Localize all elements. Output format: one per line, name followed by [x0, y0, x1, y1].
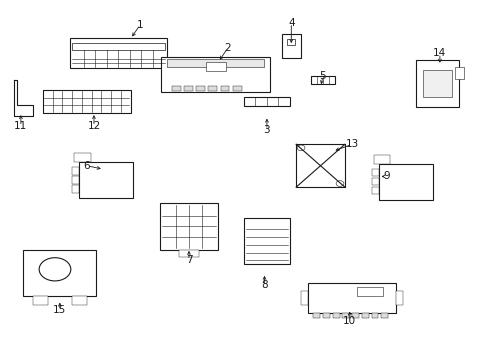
Bar — [43, 90, 130, 113]
Text: 9: 9 — [383, 171, 390, 181]
Bar — [374, 155, 390, 164]
Bar — [372, 169, 379, 176]
Bar — [184, 86, 193, 91]
FancyBboxPatch shape — [70, 38, 167, 68]
Bar — [179, 249, 199, 257]
Bar — [244, 217, 290, 264]
Text: 1: 1 — [137, 19, 144, 30]
Bar — [233, 86, 242, 91]
Bar — [160, 203, 218, 249]
Text: 12: 12 — [87, 121, 100, 131]
Bar — [352, 313, 359, 319]
Bar — [244, 97, 290, 106]
Bar — [206, 62, 225, 71]
Bar — [33, 296, 48, 305]
Bar — [208, 86, 217, 91]
Text: 14: 14 — [433, 48, 446, 58]
Bar — [455, 67, 464, 79]
Bar — [72, 176, 79, 184]
Text: 5: 5 — [319, 71, 326, 81]
Bar — [333, 313, 340, 319]
Bar — [72, 185, 79, 193]
Bar — [381, 313, 388, 319]
Bar — [323, 313, 330, 319]
Text: 10: 10 — [343, 316, 356, 326]
Text: 6: 6 — [83, 161, 90, 171]
Text: 7: 7 — [186, 255, 192, 265]
Bar — [416, 60, 460, 107]
Bar — [72, 296, 87, 305]
Bar — [362, 313, 369, 319]
Text: 3: 3 — [264, 125, 270, 135]
Bar — [372, 187, 379, 194]
Bar — [72, 167, 79, 175]
Bar — [343, 313, 349, 319]
Text: 8: 8 — [261, 280, 268, 291]
Bar — [72, 43, 165, 50]
Text: 11: 11 — [14, 121, 27, 131]
Bar — [220, 86, 229, 91]
Bar — [196, 86, 205, 91]
Bar — [308, 283, 396, 313]
Bar — [372, 313, 378, 319]
Bar — [24, 249, 97, 296]
Text: 15: 15 — [53, 305, 67, 315]
Text: 13: 13 — [345, 139, 359, 149]
Bar — [74, 153, 91, 162]
Text: 4: 4 — [288, 18, 294, 28]
Bar — [301, 291, 308, 305]
Bar — [357, 287, 383, 296]
Bar — [396, 291, 403, 305]
Bar — [282, 35, 301, 58]
Text: 2: 2 — [224, 43, 231, 53]
Bar — [288, 39, 295, 45]
Bar — [311, 76, 335, 84]
Bar — [79, 162, 133, 198]
Bar — [172, 86, 181, 91]
Bar — [372, 178, 379, 185]
Bar — [313, 313, 320, 319]
FancyBboxPatch shape — [161, 57, 270, 92]
Bar — [379, 164, 433, 200]
Bar — [167, 59, 264, 67]
Bar — [423, 69, 452, 98]
